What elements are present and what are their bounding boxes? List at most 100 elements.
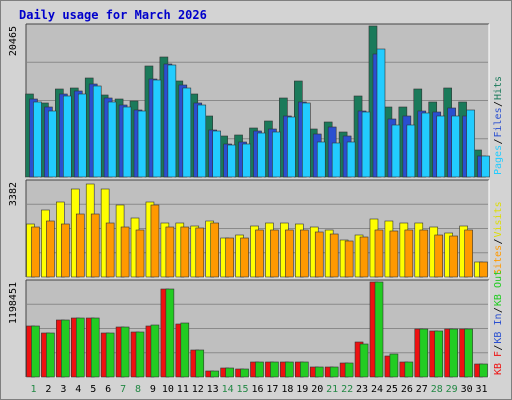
bar-kb-kb-out-day-20 <box>314 366 324 378</box>
bar-kb-kb-out-day-5 <box>90 317 100 378</box>
day-label: 18 <box>281 384 293 395</box>
bar-hits-pages-day-5 <box>92 85 102 178</box>
bar-kb-kb-out-day-13 <box>210 370 219 378</box>
bar-kb-kb-out-day-7 <box>120 326 130 378</box>
day-label: 8 <box>135 384 141 395</box>
bar-visits-sites-day-18 <box>285 229 294 278</box>
legend-kb-kb-in: KB In <box>493 313 504 343</box>
day-label: 17 <box>266 384 278 395</box>
day-label: 4 <box>75 384 81 395</box>
bar-kb-kb-out-day-26 <box>404 361 414 378</box>
legend-hits-hits: Hits <box>493 76 504 100</box>
day-label: 5 <box>90 384 96 395</box>
panel-visits-max-label: 3382 <box>8 182 19 206</box>
bar-kb-kb-out-day-12 <box>195 349 205 378</box>
bar-kb-kb-out-day-16 <box>255 361 264 378</box>
bar-kb-kb-out-day-11 <box>180 322 190 378</box>
bar-kb-kb-out-day-4 <box>75 317 85 378</box>
bar-kb-kb-out-day-22 <box>344 362 354 378</box>
bar-hits-pages-day-21 <box>331 142 341 178</box>
bar-hits-pages-day-12 <box>197 104 207 178</box>
bar-visits-sites-day-21 <box>329 233 339 278</box>
bar-hits-pages-day-10 <box>167 64 177 178</box>
day-label: 31 <box>476 384 488 395</box>
bar-visits-sites-day-11 <box>180 226 190 278</box>
legend-visits-visits: Visits <box>493 201 504 237</box>
bar-kb-kb-out-day-8 <box>135 331 145 378</box>
day-label: 23 <box>356 384 368 395</box>
bar-kb-kb-out-day-31 <box>479 363 488 378</box>
bar-visits-sites-day-15 <box>240 237 249 278</box>
bar-visits-sites-day-19 <box>300 229 309 278</box>
legend-hits-pages: Pages <box>493 145 504 175</box>
bar-visits-sites-day-28 <box>434 234 444 278</box>
day-label: 26 <box>401 384 413 395</box>
day-label: 11 <box>177 384 189 395</box>
bar-hits-pages-day-8 <box>137 110 147 178</box>
bar-hits-pages-day-2 <box>48 110 57 178</box>
bar-visits-sites-day-30 <box>464 229 473 278</box>
bar-kb-kb-out-day-17 <box>270 361 279 378</box>
day-label: 30 <box>461 384 473 395</box>
bar-kb-kb-out-day-27 <box>419 328 429 378</box>
day-label: 29 <box>446 384 458 395</box>
day-label: 9 <box>150 384 156 395</box>
bar-visits-sites-day-27 <box>419 229 429 278</box>
day-label: 22 <box>341 384 353 395</box>
day-label: 3 <box>60 384 66 395</box>
bar-visits-sites-day-12 <box>195 227 205 278</box>
legend-visits-sites: Sites <box>493 245 504 275</box>
bar-visits-sites-day-29 <box>449 235 458 278</box>
legend-kb-kb-f: KB F <box>493 351 504 375</box>
bar-visits-sites-day-1 <box>31 226 40 278</box>
bar-hits-pages-day-18 <box>287 116 296 178</box>
bar-hits-pages-day-27 <box>421 112 431 178</box>
day-label: 6 <box>105 384 111 395</box>
bar-visits-sites-day-8 <box>135 229 145 278</box>
bar-hits-pages-day-11 <box>182 87 192 178</box>
day-label: 2 <box>45 384 51 395</box>
day-label: 24 <box>371 384 383 395</box>
bar-kb-kb-out-day-24 <box>374 281 384 378</box>
bar-hits-pages-day-26 <box>406 124 416 178</box>
bar-kb-kb-out-day-25 <box>389 353 399 378</box>
bar-hits-pages-day-4 <box>77 93 87 178</box>
bar-hits-pages-day-16 <box>257 132 266 178</box>
bar-hits-pages-day-28 <box>436 115 446 178</box>
bar-hits-pages-day-7 <box>122 106 132 178</box>
bar-hits-pages-day-22 <box>346 141 356 178</box>
bar-hits-pages-day-14 <box>227 144 236 178</box>
bar-visits-sites-day-24 <box>374 229 384 278</box>
bar-kb-kb-out-day-1 <box>31 325 40 378</box>
legend-hits-separator: / <box>493 138 504 144</box>
bar-visits-sites-day-20 <box>314 231 324 278</box>
bar-kb-kb-out-day-14 <box>225 367 234 378</box>
bar-visits-sites-day-22 <box>344 240 354 278</box>
bar-kb-kb-out-day-19 <box>300 361 309 378</box>
bar-hits-pages-day-1 <box>33 101 42 178</box>
bar-hits-pages-day-15 <box>242 143 251 178</box>
day-label: 12 <box>192 384 204 395</box>
bar-hits-pages-day-30 <box>466 109 475 178</box>
bar-hits-pages-day-19 <box>302 102 311 178</box>
bar-visits-sites-day-9 <box>150 204 160 278</box>
panel-hits-max-label: 20465 <box>8 26 19 56</box>
bar-kb-kb-out-day-21 <box>329 366 339 378</box>
bar-kb-kb-out-day-28 <box>434 330 444 378</box>
bar-kb-kb-out-day-15 <box>240 368 249 378</box>
day-label: 20 <box>311 384 323 395</box>
bar-visits-sites-day-10 <box>165 226 175 278</box>
bar-visits-sites-day-17 <box>270 229 279 278</box>
bar-hits-pages-day-31 <box>481 155 490 178</box>
day-label: 14 <box>222 384 234 395</box>
bar-hits-pages-day-25 <box>391 124 401 178</box>
bar-kb-kb-out-day-18 <box>285 361 294 378</box>
legend-kb-separator: / <box>493 307 504 313</box>
legend-kb-separator: / <box>493 345 504 351</box>
bar-hits-pages-day-23 <box>361 111 371 178</box>
bar-hits-pages-day-13 <box>212 130 221 178</box>
bar-kb-kb-out-day-30 <box>464 328 473 378</box>
bar-kb-kb-out-day-29 <box>449 328 458 378</box>
bar-visits-sites-day-14 <box>225 237 234 278</box>
